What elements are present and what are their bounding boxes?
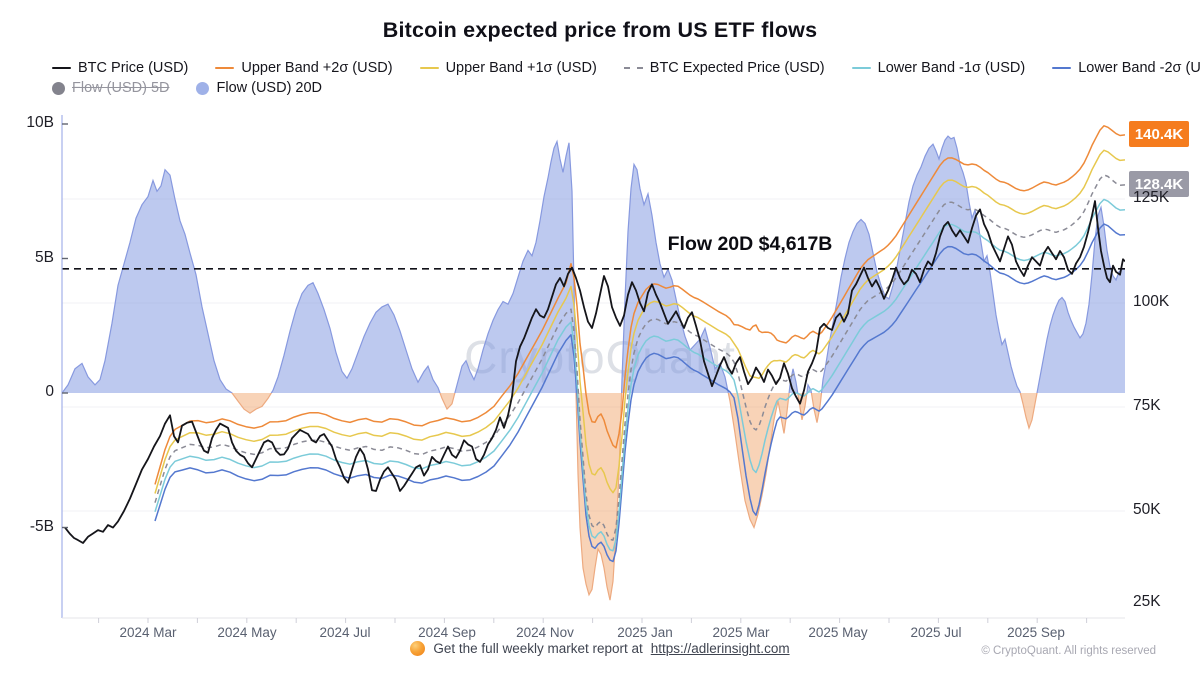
page-title: Bitcoin expected price from US ETF flows (382, 18, 818, 42)
expected-price-value-badge: 128.4K (1129, 171, 1189, 197)
right-axis-label: 50K (1133, 501, 1161, 518)
flow-20d-area-positive (62, 136, 1125, 393)
legend-label: Flow (USD) 20D (216, 80, 323, 96)
legend-label: BTC Price (USD) (78, 60, 189, 76)
right-axis-label: 100K (1133, 293, 1170, 310)
legend: BTC Price (USD) Upper Band +2σ (USD) Upp… (52, 58, 1200, 98)
flow-20d-area-negative (62, 393, 1125, 601)
left-axis-label: 0 (45, 383, 54, 400)
left-axis-label: 10B (26, 114, 54, 131)
legend-item-upper-band-2[interactable]: Upper Band +2σ (USD) (215, 60, 393, 76)
lower-band-1-swatch-icon (851, 67, 871, 69)
x-axis-label: 2025 May (808, 625, 868, 640)
x-axis-label: 2024 Nov (516, 625, 574, 640)
legend-item-lower-band-2[interactable]: Lower Band -2σ (USD) (1052, 60, 1200, 76)
x-axis-label: 2025 Jul (910, 625, 962, 640)
x-axis-label: 2024 Jul (319, 625, 371, 640)
footer-text: Get the full weekly market report at (433, 641, 643, 656)
x-axis-label: 2025 Mar (712, 625, 770, 640)
upper-band-1-line (154, 149, 1125, 494)
x-axis-label: 2024 Mar (119, 625, 177, 640)
expected-price-swatch-icon (623, 67, 643, 69)
legend-label: Flow (USD) 5D (72, 80, 170, 96)
flow-20d-outline-positive (62, 135, 1125, 393)
lower-band-1-line (154, 198, 1125, 552)
left-axis-label: -5B (29, 517, 54, 535)
x-axis-label: 2024 Sep (418, 625, 476, 640)
upper-band-2-line (154, 125, 1125, 485)
report-link[interactable]: https://adlerinsight.com (650, 641, 790, 656)
upper-band-1-swatch-icon (419, 67, 439, 69)
flow-20d-swatch-icon (196, 81, 210, 95)
legend-item-expected-price[interactable]: BTC Expected Price (USD) (623, 60, 825, 76)
legend-item-flow-5d[interactable]: Flow (USD) 5D (52, 80, 169, 96)
upper-band-value-badge: 140.4K (1129, 121, 1189, 147)
right-axis-label: 75K (1133, 397, 1161, 414)
copyright-notice: © CryptoQuant. All rights reserved (981, 645, 1156, 657)
x-axis-label: 2024 May (217, 625, 277, 640)
btc-price-line (64, 200, 1125, 544)
x-axis-label: 2025 Jan (617, 625, 673, 640)
flow-annotation-label: Flow 20D $4,617B (667, 233, 833, 255)
legend-label: Upper Band +1σ (USD) (445, 60, 597, 76)
legend-item-lower-band-1[interactable]: Lower Band -1σ (USD) (851, 60, 1026, 76)
legend-label: Lower Band -1σ (USD) (877, 60, 1026, 76)
legend-row-1: BTC Price (USD) Upper Band +2σ (USD) Upp… (52, 58, 1200, 78)
legend-row-2: Flow (USD) 5D Flow (USD) 20D (52, 78, 1172, 98)
lower-band-2-swatch-icon (1052, 67, 1072, 69)
orange-ball-icon (410, 641, 426, 656)
left-axis-label: 5B (35, 248, 54, 266)
right-axis-label: 25K (1133, 593, 1161, 610)
x-axis-label: 2025 Sep (1007, 625, 1065, 640)
legend-label: Lower Band -2σ (USD) (1078, 60, 1200, 76)
legend-item-btc-price[interactable]: BTC Price (USD) (52, 60, 188, 76)
btc-price-swatch-icon (52, 67, 71, 69)
right-axis-label: 125K (1133, 189, 1170, 206)
legend-item-upper-band-1[interactable]: Upper Band +1σ (USD) (419, 60, 597, 76)
footer: Get the full weekly market report at htt… (0, 641, 1200, 656)
upper-band-2-swatch-icon (215, 67, 235, 69)
flow-5d-swatch-icon (52, 81, 65, 95)
legend-item-flow-20d[interactable]: Flow (USD) 20D (196, 80, 322, 96)
legend-label: BTC Expected Price (USD) (649, 60, 825, 76)
lower-band-2-line (154, 223, 1125, 563)
legend-label: Upper Band +2σ (USD) (241, 60, 393, 76)
